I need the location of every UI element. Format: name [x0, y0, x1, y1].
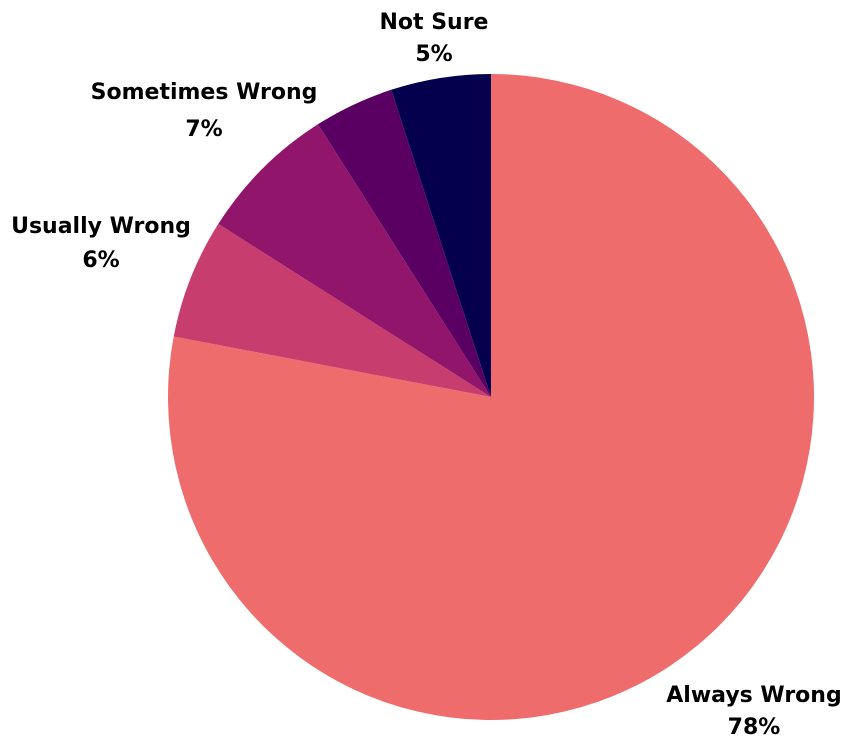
slice-label-name: Always Wrong	[666, 683, 841, 708]
slice-label-value: 7%	[185, 117, 222, 142]
pie-slice-top-slice	[391, 74, 491, 397]
slice-label-value: 78%	[728, 715, 781, 740]
pie-slice-not-sure	[317, 89, 491, 397]
slice-label-value: 6%	[82, 248, 119, 273]
pie-slices	[168, 74, 815, 720]
pie-slice-sometimes-wrong	[218, 124, 491, 398]
slice-label-name: Not Sure	[380, 10, 489, 35]
slice-label-name: Usually Wrong	[11, 214, 191, 239]
pie-slice-always-wrong	[168, 74, 815, 720]
slice-label-name: Sometimes Wrong	[91, 80, 318, 105]
slice-label-value: 5%	[415, 42, 452, 67]
pie-labels: Always Wrong 78% Usually Wrong 6% Sometimes …	[11, 10, 842, 740]
pie-slice-usually-wrong	[173, 223, 491, 397]
